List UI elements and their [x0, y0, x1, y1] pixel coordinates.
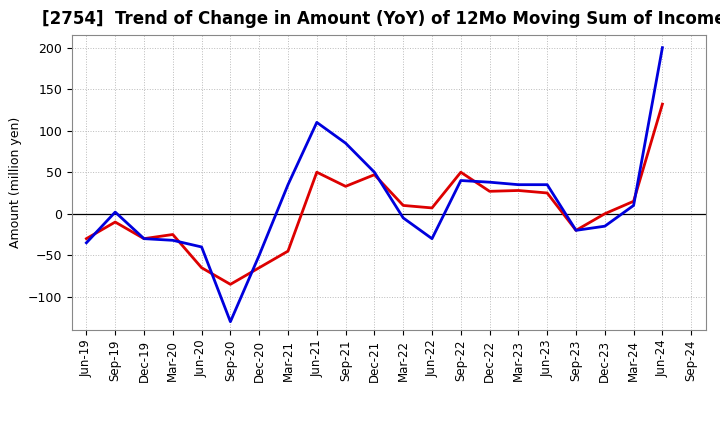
Ordinary Income [456, 178, 465, 183]
Ordinary Income [428, 236, 436, 241]
Net Income [197, 265, 206, 270]
Net Income [485, 189, 494, 194]
Net Income [140, 236, 148, 241]
Ordinary Income [111, 209, 120, 215]
Line: Net Income: Net Income [86, 104, 662, 284]
Net Income [111, 220, 120, 225]
Ordinary Income [572, 228, 580, 233]
Net Income [629, 198, 638, 204]
Ordinary Income [485, 180, 494, 185]
Net Income [255, 265, 264, 270]
Ordinary Income [197, 244, 206, 249]
Ordinary Income [226, 319, 235, 324]
Line: Ordinary Income: Ordinary Income [86, 48, 662, 322]
Net Income [82, 236, 91, 241]
Y-axis label: Amount (million yen): Amount (million yen) [9, 117, 22, 248]
Ordinary Income [284, 182, 292, 187]
Ordinary Income [600, 224, 609, 229]
Net Income [658, 102, 667, 107]
Title: [2754]  Trend of Change in Amount (YoY) of 12Mo Moving Sum of Incomes: [2754] Trend of Change in Amount (YoY) o… [42, 10, 720, 28]
Net Income [428, 205, 436, 211]
Ordinary Income [168, 238, 177, 243]
Ordinary Income [82, 240, 91, 246]
Net Income [572, 228, 580, 233]
Ordinary Income [399, 215, 408, 220]
Net Income [543, 191, 552, 196]
Ordinary Income [658, 45, 667, 50]
Net Income [370, 172, 379, 177]
Ordinary Income [370, 169, 379, 175]
Net Income [600, 211, 609, 216]
Ordinary Income [341, 140, 350, 146]
Net Income [284, 249, 292, 254]
Ordinary Income [312, 120, 321, 125]
Ordinary Income [543, 182, 552, 187]
Ordinary Income [140, 236, 148, 241]
Net Income [312, 169, 321, 175]
Ordinary Income [514, 182, 523, 187]
Ordinary Income [255, 253, 264, 258]
Ordinary Income [629, 203, 638, 208]
Net Income [456, 169, 465, 175]
Net Income [341, 183, 350, 189]
Net Income [168, 232, 177, 237]
Net Income [514, 188, 523, 193]
Net Income [399, 203, 408, 208]
Net Income [226, 282, 235, 287]
